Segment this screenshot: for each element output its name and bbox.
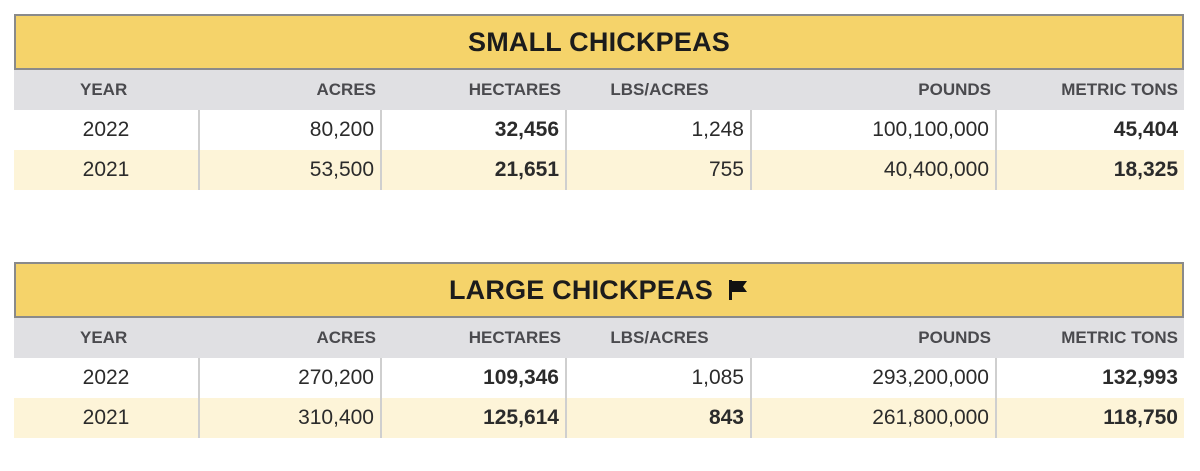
cell-hectares: 32,456 bbox=[382, 110, 567, 150]
table-title-bar: SMALL CHICKPEAS bbox=[14, 14, 1184, 70]
table-row: 2022 80,200 32,456 1,248 100,100,000 45,… bbox=[14, 110, 1184, 150]
cell-metric-tons: 45,404 bbox=[1113, 118, 1178, 141]
col-header-pounds: POUNDS bbox=[918, 328, 991, 347]
col-header-year: YEAR bbox=[80, 80, 128, 99]
col-header-metric-tons: METRIC TONS bbox=[1061, 328, 1178, 347]
table-title-bar: LARGE CHICKPEAS bbox=[14, 262, 1184, 318]
cell-metric-tons: 132,993 bbox=[1102, 366, 1178, 389]
cell-pounds: 293,200,000 bbox=[752, 358, 997, 398]
flag-icon bbox=[729, 280, 748, 300]
cell-lbs-acres: 755 bbox=[567, 150, 752, 190]
cell-acres: 310,400 bbox=[200, 398, 382, 438]
cell-metric-tons: 118,750 bbox=[1103, 406, 1178, 429]
cell-pounds: 261,800,000 bbox=[752, 398, 997, 438]
cell-pounds: 40,400,000 bbox=[752, 150, 997, 190]
cell-lbs-acres: 1,085 bbox=[567, 358, 752, 398]
cell-hectares: 109,346 bbox=[382, 358, 567, 398]
col-header-lbs-acres: LBS/ACRES bbox=[610, 328, 709, 347]
column-header-row: YEAR ACRES HECTARES LBS/ACRES POUNDS MET… bbox=[14, 70, 1184, 110]
cell-year: 2021 bbox=[14, 150, 200, 190]
col-header-hectares: HECTARES bbox=[468, 328, 561, 347]
cell-acres: 270,200 bbox=[200, 358, 382, 398]
cell-year: 2022 bbox=[14, 358, 200, 398]
col-header-acres: ACRES bbox=[316, 328, 376, 347]
col-header-metric-tons: METRIC TONS bbox=[1061, 80, 1178, 99]
col-header-year: YEAR bbox=[80, 328, 128, 347]
column-header-row: YEAR ACRES HECTARES LBS/ACRES POUNDS MET… bbox=[14, 318, 1184, 358]
table-row: 2021 310,400 125,614 843 261,800,000 118… bbox=[14, 398, 1184, 438]
table-row: 2022 270,200 109,346 1,085 293,200,000 1… bbox=[14, 358, 1184, 398]
cell-lbs-acres: 843 bbox=[567, 398, 752, 438]
cell-hectares: 21,651 bbox=[382, 150, 567, 190]
cell-acres: 80,200 bbox=[200, 110, 382, 150]
cell-metric-tons: 18,325 bbox=[1113, 158, 1178, 181]
col-header-hectares: HECTARES bbox=[468, 80, 561, 99]
cell-pounds: 100,100,000 bbox=[752, 110, 997, 150]
table-title: LARGE CHICKPEAS bbox=[448, 274, 714, 305]
col-header-pounds: POUNDS bbox=[918, 80, 991, 99]
table-title: SMALL CHICKPEAS bbox=[467, 26, 731, 57]
small-chickpeas-table: SMALL CHICKPEAS YEAR ACRES HECTARES LBS/… bbox=[14, 14, 1184, 190]
large-chickpeas-table: LARGE CHICKPEAS YEAR ACRES HECTARES LBS/… bbox=[14, 262, 1184, 438]
cell-year: 2021 bbox=[14, 398, 200, 438]
cell-lbs-acres: 1,248 bbox=[567, 110, 752, 150]
table-row: 2021 53,500 21,651 755 40,400,000 18,325 bbox=[14, 150, 1184, 190]
cell-hectares: 125,614 bbox=[382, 398, 567, 438]
cell-acres: 53,500 bbox=[200, 150, 382, 190]
cell-year: 2022 bbox=[14, 110, 200, 150]
col-header-lbs-acres: LBS/ACRES bbox=[610, 80, 709, 99]
col-header-acres: ACRES bbox=[316, 80, 376, 99]
